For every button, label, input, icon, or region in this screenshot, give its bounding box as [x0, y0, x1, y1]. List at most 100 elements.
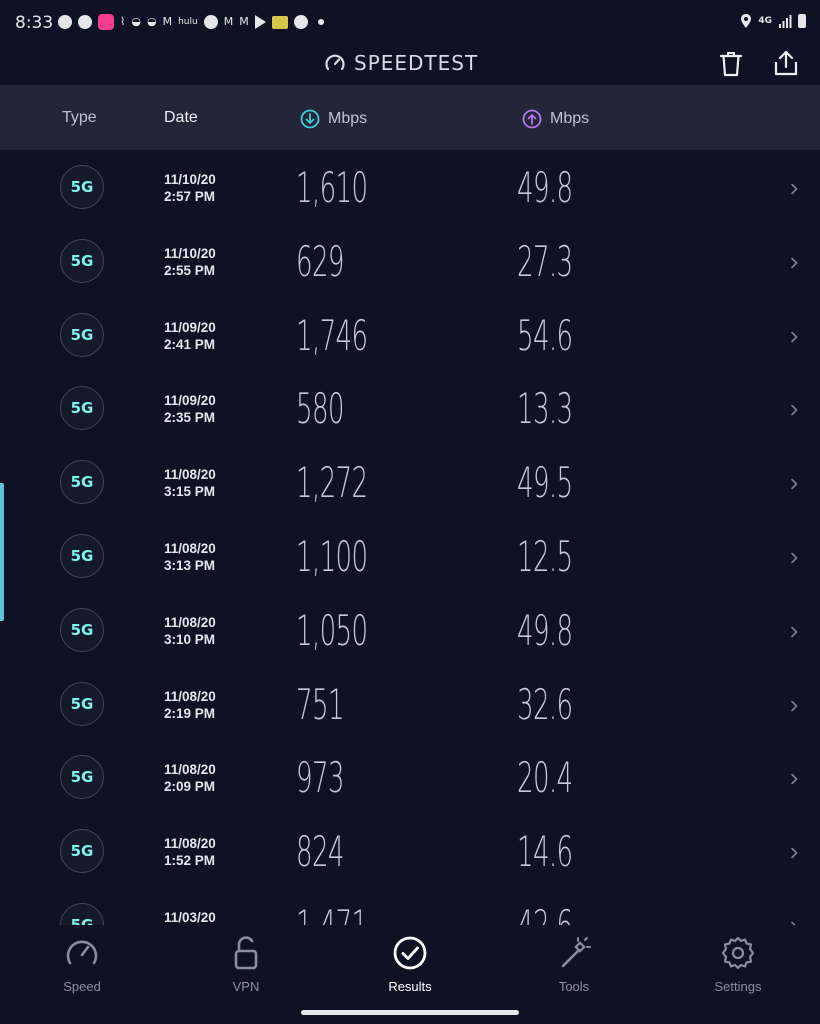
download-value: 751 [296, 679, 344, 729]
nav-label: Speed [63, 979, 101, 994]
nav-vpn[interactable]: VPN [191, 933, 301, 994]
column-upload[interactable]: Mbps [522, 109, 589, 129]
result-time: 3:13 PM [164, 558, 216, 573]
result-time: 2:41 PM [164, 336, 216, 352]
nav-speed[interactable]: Speed [27, 933, 137, 994]
location-icon [741, 14, 752, 28]
network-type-badge: 5G [60, 534, 104, 578]
result-datetime: 11/08/20 2:09 PM [164, 761, 216, 795]
result-datetime: 11/03/20 [164, 909, 216, 925]
result-row[interactable]: 5G 11/09/20 2:41 PM 1,746 54.6 [0, 300, 820, 374]
network-type-label: 5G [70, 251, 94, 270]
network-type-label: 5G [70, 842, 94, 861]
result-time: 2:57 PM [164, 189, 216, 204]
bottom-navigation: Speed VPN Results Tools Settings [0, 925, 820, 1024]
result-row[interactable]: 5G 11/08/20 1:52 PM 824 14.6 [0, 816, 820, 890]
network-type-badge: 5G [60, 165, 104, 209]
scroll-edge-indicator [0, 483, 4, 621]
download-value: 1,100 [296, 532, 368, 581]
network-type-badge: 5G [60, 829, 104, 874]
nav-label: VPN [232, 979, 260, 994]
upload-value: 20.4 [517, 753, 573, 803]
result-row[interactable]: 5G 11/03/20 1,471 42.6 [0, 890, 820, 925]
tumblr-icon [293, 15, 308, 29]
status-bar: 8:33 ⌇ ◒ ◒ M hulu M M 4G [0, 0, 820, 44]
chevron-right-icon [791, 331, 798, 342]
nav-results[interactable]: Results [355, 933, 465, 994]
upload-value: 13.3 [517, 384, 573, 434]
more-notifications-dot [317, 19, 324, 25]
upload-value: 49.5 [517, 458, 573, 508]
nav-label: Tools [558, 979, 590, 994]
home-indicator[interactable] [301, 1010, 519, 1015]
network-type-badge: 5G [60, 607, 104, 652]
network-type-label: 5G [70, 768, 94, 787]
nav-tools[interactable]: Tools [519, 933, 629, 994]
result-row[interactable]: 5G 11/10/20 2:55 PM 629 27.3 [0, 226, 820, 300]
result-date: 11/08/20 [164, 836, 216, 852]
result-row[interactable]: 5G 11/08/20 3:15 PM 1,272 49.5 [0, 447, 820, 521]
chevron-right-icon [791, 700, 798, 711]
chevron-right-icon [791, 405, 798, 416]
gear-icon [721, 936, 755, 970]
result-time: 2:55 PM [164, 262, 216, 278]
column-date[interactable]: Date [164, 109, 198, 126]
upload-value: 49.8 [517, 605, 573, 655]
result-date: 11/08/20 [164, 688, 216, 704]
result-time: 2:19 PM [164, 705, 216, 721]
result-row[interactable]: 5G 11/09/20 2:35 PM 580 13.3 [0, 373, 820, 447]
result-row[interactable]: 5G 11/08/20 3:10 PM 1,050 49.8 [0, 595, 820, 669]
weather-icon [58, 15, 72, 29]
network-type-label: 5G [70, 547, 94, 565]
result-row[interactable]: 5G 11/08/20 2:19 PM 751 32.6 [0, 669, 820, 743]
upload-label: Mbps [550, 110, 590, 127]
column-download[interactable]: Mbps [300, 109, 367, 129]
broom-icon: ⌇ [120, 15, 126, 28]
hulu-icon: hulu [178, 17, 198, 27]
instagram-icon [98, 14, 114, 30]
battery-icon [798, 14, 806, 28]
result-date: 11/10/20 [164, 245, 216, 261]
column-type[interactable]: Type [62, 109, 97, 126]
result-date: 11/08/20 [164, 467, 216, 483]
notification-icons: ⌇ ◒ ◒ M hulu M M [58, 14, 324, 30]
download-icon [300, 109, 320, 129]
download-value: 1,610 [296, 163, 368, 212]
network-type-badge: 5G [60, 312, 104, 357]
network-type-label: 5G [70, 399, 94, 418]
check-circle-icon [393, 936, 427, 970]
status-time: 8:33 [15, 13, 54, 33]
download-value: 580 [296, 384, 344, 434]
nav-label: Results [388, 979, 432, 994]
app-header: SPEEDTEST [0, 44, 820, 85]
result-date: 11/08/20 [164, 762, 216, 778]
network-type-label: 5G [70, 620, 94, 639]
result-datetime: 11/08/20 3:15 PM [164, 466, 216, 500]
upload-value: 54.6 [517, 310, 573, 360]
share-icon[interactable] [772, 49, 800, 77]
result-date: 11/08/20 [164, 541, 216, 556]
upload-value: 12.5 [517, 532, 573, 581]
wand-icon [561, 937, 591, 968]
result-time: 1:52 PM [164, 853, 216, 869]
chevron-right-icon [791, 552, 798, 564]
gauge-icon [325, 54, 345, 71]
result-time: 2:09 PM [164, 779, 216, 795]
chevron-right-icon [791, 921, 796, 925]
result-row[interactable]: 5G 11/08/20 2:09 PM 973 20.4 [0, 742, 820, 816]
brand: SPEEDTEST [324, 51, 478, 75]
result-datetime: 11/08/20 3:13 PM [164, 540, 216, 574]
result-date: 11/09/20 [164, 319, 216, 335]
trash-icon[interactable] [718, 50, 744, 78]
nav-settings[interactable]: Settings [683, 933, 793, 994]
gmail-icon: M [239, 15, 249, 28]
network-type-label: 5G [70, 178, 94, 196]
tv-icon [271, 15, 288, 29]
result-row[interactable]: 5G 11/08/20 3:13 PM 1,100 12.5 [0, 521, 820, 595]
results-list[interactable]: 5G 11/10/20 2:57 PM 1,610 49.8 5G 11/10/20 2:55… [0, 150, 820, 925]
upload-value: 42.6 [517, 904, 573, 926]
result-time: 2:35 PM [164, 410, 216, 426]
result-row[interactable]: 5G 11/10/20 2:57 PM 1,610 49.8 [0, 152, 820, 226]
result-time: 3:15 PM [164, 484, 216, 500]
result-datetime: 11/09/20 2:35 PM [164, 392, 216, 426]
